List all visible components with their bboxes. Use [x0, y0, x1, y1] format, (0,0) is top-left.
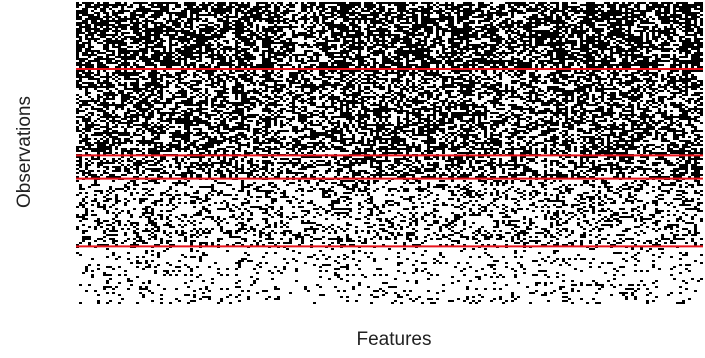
group-separators	[76, 68, 703, 248]
x-axis-label: Features	[357, 329, 432, 350]
heatmap-cells	[76, 2, 703, 304]
y-axis-label: Observations	[14, 96, 35, 208]
heatmap-cell-block	[76, 2, 703, 304]
